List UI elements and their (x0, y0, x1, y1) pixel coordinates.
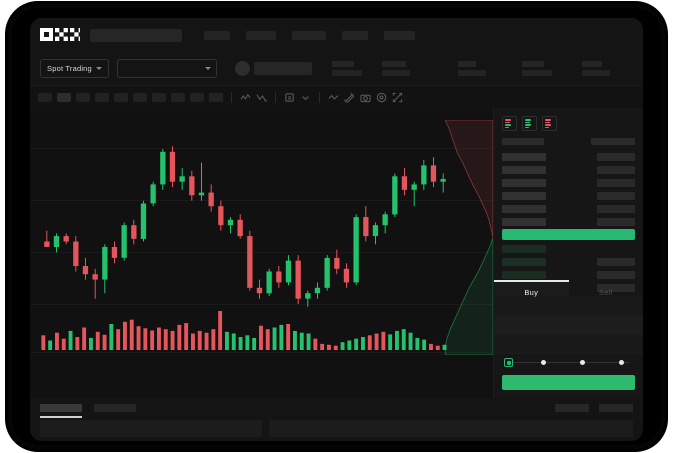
order-field-amount[interactable] (494, 316, 643, 335)
tab-buy-label: Buy (524, 287, 539, 297)
nav-item-3[interactable] (342, 30, 368, 40)
line-chart-icon[interactable] (240, 92, 251, 103)
orderbook-ask-row[interactable] (494, 176, 643, 189)
bottom-panels (40, 420, 633, 437)
amount-slider[interactable] (504, 358, 633, 368)
chart-toolbar (30, 86, 643, 108)
timeframe-7[interactable] (171, 92, 185, 102)
app-screen: Spot Trading (30, 18, 643, 441)
order-book-panel: Buy Sell (493, 108, 643, 398)
chevron-down-icon (204, 67, 211, 70)
orderbook-layout-toggles (494, 108, 643, 137)
avatar[interactable] (234, 61, 250, 76)
slider-handle-icon[interactable] (504, 358, 513, 367)
orderbook-ask-row[interactable] (494, 150, 643, 163)
chevron-down-icon (95, 67, 102, 70)
orderbook-ask-row[interactable] (494, 215, 643, 228)
orderbook-buy-icon[interactable] (522, 116, 537, 131)
market-stat-4 (581, 61, 610, 76)
settings-icon[interactable] (376, 92, 387, 103)
bottom-tabs (30, 398, 643, 418)
chevron-down-icon[interactable] (300, 92, 311, 103)
bottom-action-0[interactable] (555, 403, 589, 412)
orderbook-ask-row[interactable] (494, 189, 643, 202)
timeframe-6[interactable] (152, 92, 166, 102)
nav-item-2[interactable] (292, 30, 326, 40)
slider-step-50[interactable] (580, 360, 585, 365)
volume-histogram (41, 311, 447, 350)
tab-sell[interactable]: Sell (569, 280, 644, 304)
orderbook-price-header (502, 138, 544, 145)
market-stat-0 (331, 61, 362, 76)
trading-mode-label: Spot Trading (47, 64, 92, 73)
orderbook-amount-header (591, 138, 635, 145)
top-nav (30, 18, 643, 52)
tab-sell-label: Sell (598, 287, 613, 297)
fullscreen-icon[interactable] (392, 92, 403, 103)
orderbook-bid-row[interactable] (494, 268, 643, 281)
order-form-fields (494, 297, 643, 354)
account-name (253, 62, 312, 75)
okx-logo-icon[interactable] (40, 28, 80, 42)
device-bezel (8, 4, 665, 449)
bottom-panel-0[interactable] (40, 420, 262, 437)
order-field-price[interactable] (494, 297, 643, 316)
timeframe-4[interactable] (114, 92, 128, 102)
timeframe-0[interactable] (38, 92, 52, 102)
price-chart[interactable] (30, 108, 493, 398)
compare-icon[interactable] (284, 92, 295, 103)
indicator-icon[interactable] (256, 92, 267, 103)
search-input[interactable] (90, 28, 182, 42)
bottom-panel-1[interactable] (269, 420, 633, 437)
timeframe-9[interactable] (209, 92, 223, 102)
orderbook-bid-row[interactable] (494, 255, 643, 268)
submit-order-button[interactable] (502, 375, 635, 390)
timeframe-3[interactable] (95, 92, 109, 102)
trading-mode-select[interactable]: Spot Trading (40, 59, 109, 78)
slider-step-25[interactable] (541, 360, 546, 365)
timeframe-8[interactable] (190, 92, 204, 102)
pair-select[interactable] (116, 59, 217, 78)
timeframe-1[interactable] (57, 92, 71, 102)
market-depth-overlay (444, 120, 493, 355)
orderbook-ask-row[interactable] (494, 163, 643, 176)
candles-icon[interactable] (328, 92, 339, 103)
toolbar-divider (231, 91, 232, 103)
market-stat-1 (381, 61, 410, 76)
timeframe-2[interactable] (76, 92, 90, 102)
timeframe-5[interactable] (133, 92, 147, 102)
bottom-section (30, 398, 643, 441)
orderbook-header (494, 137, 643, 150)
order-field-total[interactable] (494, 335, 643, 354)
market-stat-3 (521, 61, 552, 76)
sub-nav: Spot Trading (30, 52, 643, 86)
camera-icon[interactable] (360, 92, 371, 103)
orderbook-both-icon[interactable] (502, 116, 517, 131)
nav-item-1[interactable] (246, 30, 276, 40)
device-frame: Spot Trading (8, 4, 665, 449)
bottom-action-1[interactable] (599, 403, 633, 412)
orderbook-sell-icon[interactable] (542, 116, 557, 131)
candlestick-series (44, 146, 446, 307)
nav-item-0[interactable] (204, 30, 230, 40)
toolbar-divider (275, 91, 276, 103)
market-stat-2 (457, 61, 486, 76)
orderbook-ask-row[interactable] (494, 202, 643, 215)
slider-track (508, 362, 629, 363)
nav-item-4[interactable] (384, 30, 415, 40)
toolbar-divider (319, 91, 320, 103)
bottom-tab-open-orders[interactable] (40, 403, 82, 418)
drawing-tool-icon[interactable] (344, 92, 355, 103)
slider-step-75[interactable] (619, 360, 624, 365)
orderbook-mid-price[interactable] (502, 229, 635, 240)
orderbook-bid-row[interactable] (494, 242, 643, 255)
bottom-tab-order-history[interactable] (94, 403, 136, 412)
